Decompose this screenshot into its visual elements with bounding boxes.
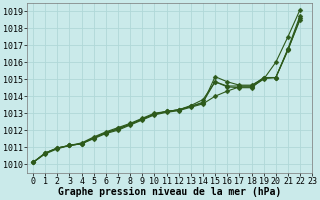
X-axis label: Graphe pression niveau de la mer (hPa): Graphe pression niveau de la mer (hPa) bbox=[58, 187, 281, 197]
